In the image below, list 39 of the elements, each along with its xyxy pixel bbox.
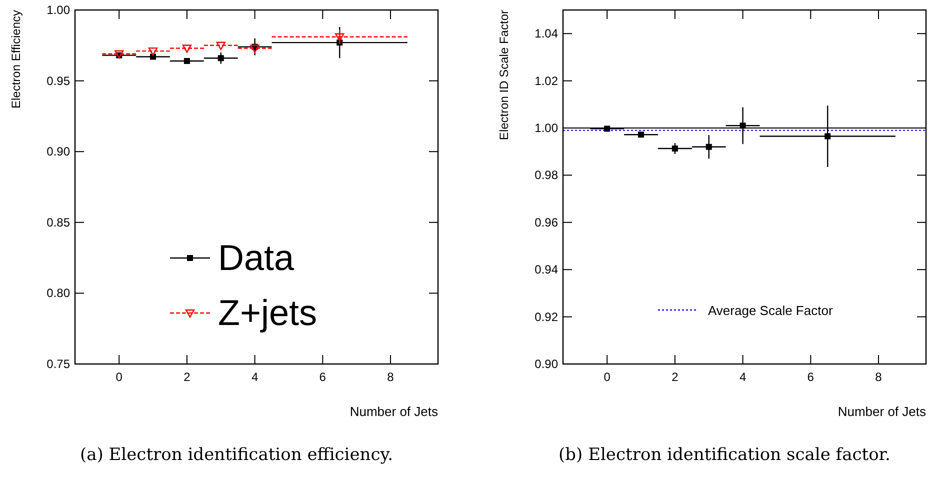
y-axis-title: Electron ID Scale Factor	[497, 10, 511, 140]
x-tick-label: 6	[807, 370, 814, 384]
y-tick-label: 0.90	[46, 144, 70, 159]
point	[706, 144, 712, 150]
x-tick-label: 0	[604, 370, 611, 384]
point	[740, 122, 746, 129]
y-tick-label: 0.85	[46, 215, 70, 230]
y-tick-label: 0.98	[534, 168, 558, 182]
text: (a) Electron identification efficiency.	[80, 445, 394, 465]
legend-label: Z+jets	[218, 292, 318, 333]
x-tick-label: 4	[739, 370, 746, 384]
point	[672, 146, 678, 152]
x-tick-label: 6	[319, 370, 326, 384]
x-tick-label: 4	[251, 370, 258, 384]
y-axis-title: Electron Efficiency	[9, 10, 23, 108]
y-tick-label: 0.95	[46, 74, 70, 88]
y-tick-label: 0.75	[46, 357, 70, 371]
legend-label: Average Scale Factor	[708, 303, 834, 318]
y-tick-label: 1.00	[534, 121, 558, 135]
x-axis-title: Number of Jets	[838, 404, 926, 419]
y-tick-label: 0.96	[534, 215, 558, 230]
point	[824, 133, 831, 140]
x-tick-label: 2	[184, 370, 191, 384]
y-tick-label: 0.80	[46, 286, 70, 300]
y-tick-label: 0.94	[534, 262, 558, 277]
y-tick-label: 0.90	[534, 357, 558, 371]
y-tick-label: 0.92	[534, 310, 558, 324]
point	[604, 126, 610, 132]
y-tick-label: 1.02	[534, 74, 558, 88]
text: (b) Electron identification scale factor.	[558, 445, 890, 465]
x-tick-label: 8	[875, 370, 882, 384]
x-tick-label: 8	[387, 370, 394, 384]
x-tick-label: 2	[672, 370, 679, 384]
point	[638, 132, 644, 138]
x-axis-title: Number of Jets	[350, 404, 438, 419]
x-tick-label: 0	[116, 370, 123, 384]
y-tick-label: 1.04	[534, 26, 558, 41]
legend-label: Data	[218, 237, 296, 278]
y-tick-label: 1.00	[46, 3, 70, 17]
